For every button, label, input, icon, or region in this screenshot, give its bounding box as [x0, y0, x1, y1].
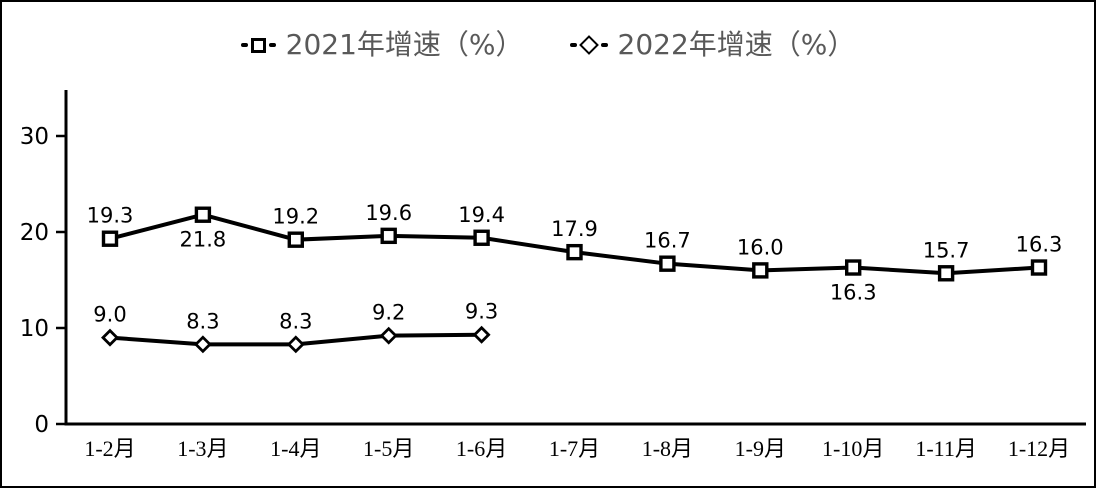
data-point-square-marker	[937, 265, 955, 282]
legend-label-2022: 2022年增速（%）	[617, 28, 856, 61]
dash-icon	[600, 43, 608, 48]
x-axis-tick-label: 1-2月	[84, 436, 135, 461]
data-point-diamond-marker	[472, 325, 491, 344]
x-axis-tick-label: 1-7月	[549, 436, 600, 461]
data-point-label: 16.0	[737, 235, 784, 259]
data-point-square-marker	[473, 229, 490, 246]
data-point-label: 19.4	[458, 203, 505, 227]
data-point-diamond-marker	[286, 335, 305, 354]
x-axis-tick-label: 1-8月	[642, 436, 693, 461]
data-point-diamond-marker	[379, 326, 398, 345]
data-point-diamond-marker	[101, 328, 119, 347]
data-point-label: 16.7	[644, 229, 691, 253]
data-point-label: 19.3	[87, 204, 134, 228]
x-axis-tick-label: 1-6月	[456, 436, 507, 461]
dash-icon	[240, 43, 248, 48]
data-point-diamond-marker	[193, 335, 212, 354]
square-line-marker-icon	[240, 37, 276, 53]
y-axis-tick-label: 0	[34, 412, 49, 438]
y-axis-tick-label: 10	[20, 316, 49, 342]
x-axis-tick-label: 1-9月	[735, 436, 786, 461]
x-axis-tick-label: 1-4月	[270, 436, 321, 461]
data-point-label: 21.8	[180, 228, 227, 252]
data-point-square-marker	[752, 262, 769, 279]
x-axis-tick-label: 1-5月	[363, 436, 414, 461]
data-point-label: 19.2	[272, 205, 319, 229]
data-point-square-marker	[659, 255, 676, 272]
diamond-line-marker-icon	[569, 35, 608, 56]
legend-label-2021: 2021年增速（%）	[285, 28, 524, 61]
data-point-square-marker	[1030, 259, 1048, 276]
y-axis-tick-label: 30	[20, 124, 49, 150]
y-axis-tick-label: 20	[20, 220, 49, 246]
dash-icon	[569, 43, 577, 48]
x-axis-tick-label: 1-11月	[915, 436, 977, 461]
square-marker-icon	[250, 37, 266, 53]
chart-legend: 2021年增速（%） 2022年增速（%）	[0, 28, 1096, 61]
data-point-square-marker	[194, 206, 212, 223]
data-point-label: 9.0	[93, 303, 126, 327]
data-point-label: 15.7	[923, 238, 970, 262]
data-point-label: 17.9	[551, 217, 598, 241]
data-point-label: 8.3	[186, 309, 219, 333]
data-point-square-marker	[101, 230, 119, 247]
data-point-label: 8.3	[279, 309, 312, 333]
data-point-square-marker	[380, 227, 397, 245]
x-axis-tick-label: 1-3月	[177, 436, 228, 461]
data-point-label: 9.2	[372, 301, 405, 325]
data-point-label: 16.3	[830, 281, 877, 305]
dash-icon	[268, 43, 276, 48]
x-axis-tick-label: 1-10月	[822, 436, 884, 461]
data-point-square-marker	[845, 259, 862, 276]
data-point-square-marker	[287, 231, 304, 248]
legend-item-2021: 2021年增速（%）	[240, 28, 524, 61]
legend-item-2022: 2022年增速（%）	[569, 28, 856, 61]
data-point-square-marker	[566, 243, 583, 261]
data-point-label: 9.3	[465, 300, 498, 324]
data-point-label: 19.6	[365, 201, 412, 225]
data-point-label: 16.3	[1016, 233, 1063, 257]
x-axis-tick-label: 1-12月	[1008, 436, 1070, 461]
